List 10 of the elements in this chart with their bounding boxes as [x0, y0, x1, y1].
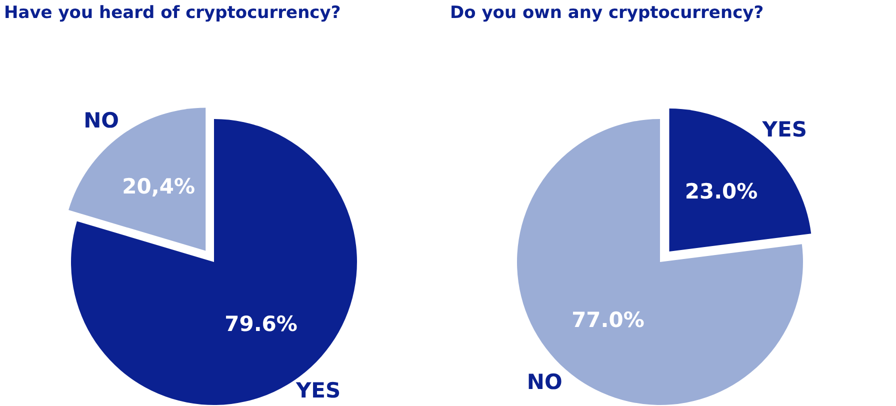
data-label: 77.0%: [572, 308, 644, 332]
slice-label: NO: [84, 108, 120, 132]
data-label: 23.0%: [684, 180, 758, 204]
data-label: 20,4%: [122, 174, 196, 199]
slice-label: YES: [761, 117, 807, 142]
slice-label: NO: [526, 370, 562, 394]
chart-title: Do you own any cryptocurrency?: [450, 3, 764, 23]
data-label: 79.6%: [224, 312, 298, 336]
chart-title: Have you heard of cryptocurrency?: [4, 3, 341, 23]
slice-label: YES: [294, 378, 341, 403]
